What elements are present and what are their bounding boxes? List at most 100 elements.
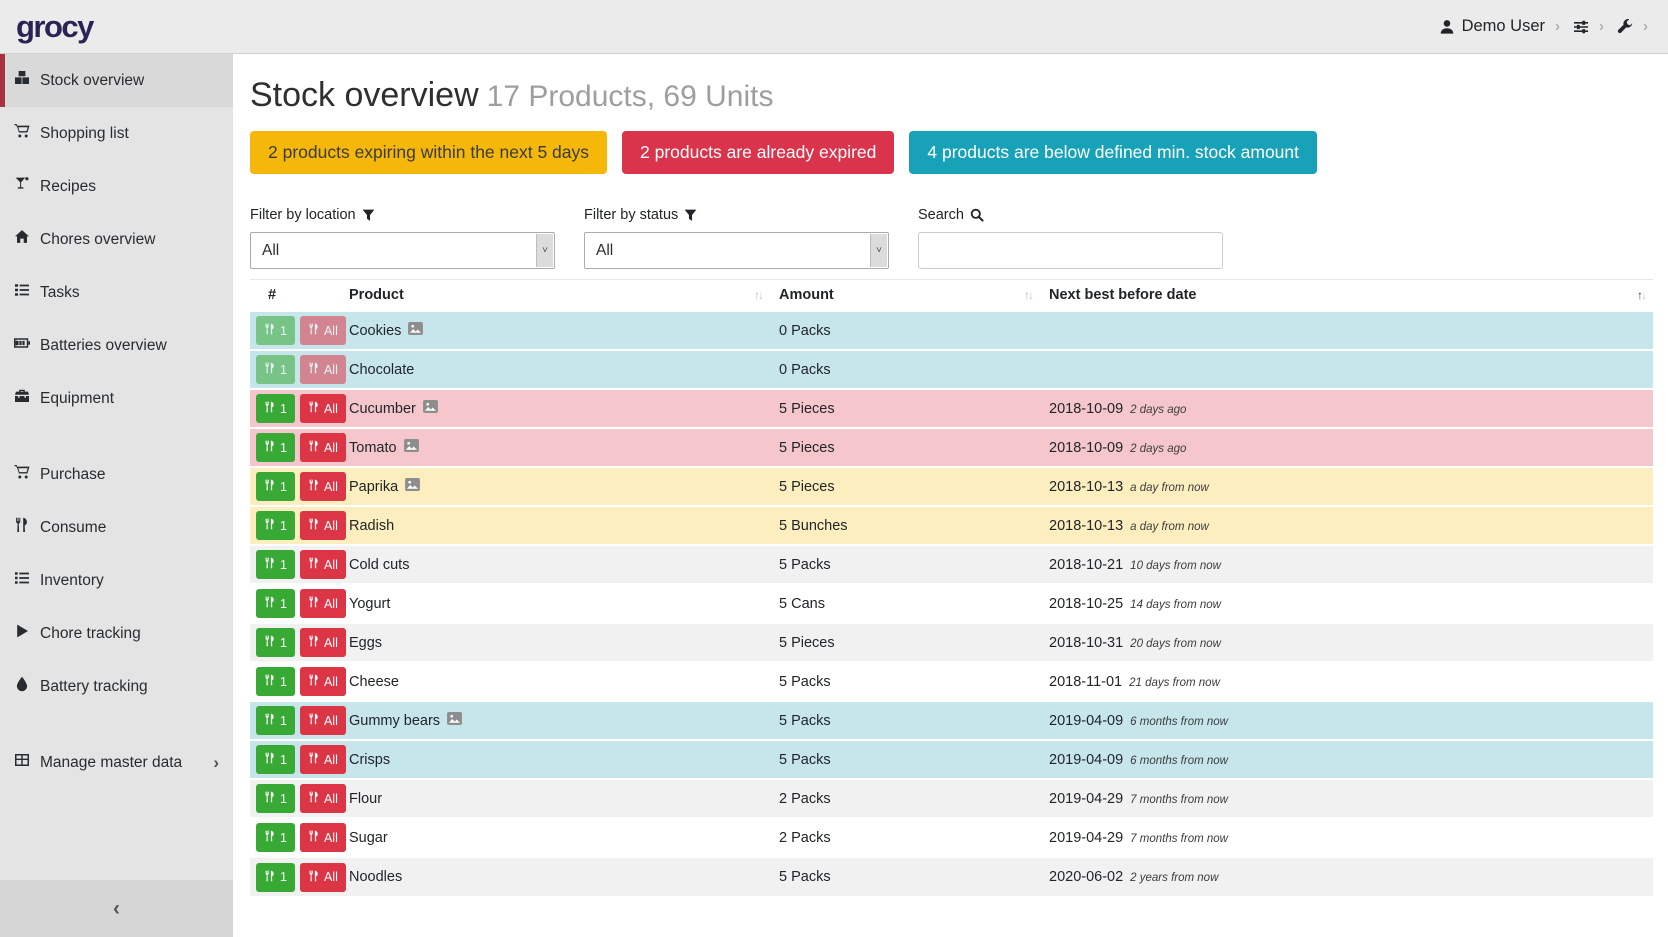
best-before-cell: 2019-04-09 6 months from now — [1040, 701, 1653, 740]
product-name: Cookies — [349, 322, 402, 339]
tint-icon — [14, 676, 30, 697]
consume-all-button[interactable]: All — [299, 667, 346, 696]
consume-all-button[interactable]: All — [299, 745, 346, 774]
consume-all-button[interactable]: All — [299, 472, 346, 501]
consume-one-button[interactable]: 1 — [256, 472, 295, 501]
best-before-cell: 2019-04-29 7 months from now — [1040, 779, 1653, 818]
consume-all-button[interactable]: All — [299, 628, 346, 657]
column-header-next-best-before-date[interactable]: Next best before date ↑↓ — [1040, 279, 1653, 311]
table-row: 1 All Tomato 5 Pieces 2018-10-09 2 days a… — [250, 428, 1653, 467]
sidebar-item-stock-overview[interactable]: Stock overview — [0, 54, 233, 107]
consume-all-button[interactable]: All — [299, 589, 346, 618]
consume-one-button[interactable]: 1 — [256, 667, 295, 696]
chevron-right-icon: › — [1555, 18, 1560, 35]
utensils-icon — [308, 870, 320, 885]
alert-button-danger[interactable]: 2 products are already expired — [622, 131, 895, 174]
location-select[interactable]: All ˅ — [250, 232, 555, 269]
table-row: 1 All Eggs 5 Pieces 2018-10-31 20 days fr… — [250, 623, 1653, 662]
column-header-product[interactable]: Product ↑↓ — [340, 279, 770, 311]
consume-one-button[interactable]: 1 — [256, 862, 295, 892]
sidebar-item-batteries-overview[interactable]: Batteries overview — [0, 319, 233, 372]
picture-icon — [408, 322, 424, 339]
sidebar-item-label: Inventory — [40, 571, 104, 589]
sidebar-item-battery-tracking[interactable]: Battery tracking — [0, 660, 233, 713]
consume-one-button[interactable]: 1 — [256, 628, 295, 657]
sidebar-item-label: Equipment — [40, 389, 115, 407]
consume-all-button[interactable]: All — [299, 511, 346, 540]
best-before-cell — [1040, 350, 1653, 389]
sidebar-collapse-button[interactable]: ‹ — [0, 880, 233, 937]
consume-all-button[interactable]: All — [299, 784, 346, 813]
sidebar-item-consume[interactable]: Consume — [0, 501, 233, 554]
consume-all-button[interactable]: All — [299, 394, 346, 423]
consume-one-button[interactable]: 1 — [256, 316, 295, 345]
user-menu[interactable]: Demo User — [1439, 17, 1545, 36]
best-before-cell: 2018-10-25 14 days from now — [1040, 584, 1653, 623]
consume-one-button[interactable]: 1 — [256, 550, 295, 579]
table-row: 1 All Sugar 2 Packs 2019-04-29 7 months f… — [250, 818, 1653, 857]
sidebar-item-tasks[interactable]: Tasks — [0, 266, 233, 319]
amount-cell: 5 Pieces — [770, 623, 1040, 662]
consume-all-button[interactable]: All — [299, 316, 346, 345]
best-before-relative: 21 days from now — [1129, 676, 1220, 689]
consume-one-button[interactable]: 1 — [256, 706, 295, 735]
amount-cell: 0 Packs — [770, 311, 1040, 350]
search-input[interactable] — [918, 232, 1223, 269]
sidebar-item-inventory[interactable]: Inventory — [0, 554, 233, 607]
amount-cell: 5 Bunches — [770, 506, 1040, 545]
consume-all-button[interactable]: All — [299, 550, 346, 579]
consume-all-button[interactable]: All — [299, 433, 346, 462]
consume-one-button[interactable]: 1 — [256, 394, 295, 423]
best-before-cell: 2020-06-02 2 years from now — [1040, 857, 1653, 896]
sidebar-item-label: Chores overview — [40, 230, 156, 248]
amount-cell: 2 Packs — [779, 829, 831, 846]
utensils-icon — [264, 401, 276, 416]
sidebar-item-chores-overview[interactable]: Chores overview — [0, 213, 233, 266]
consume-one-button[interactable]: 1 — [256, 589, 295, 618]
toolbox-icon — [14, 388, 30, 409]
best-before-cell: 2018-10-21 10 days from now — [1040, 545, 1653, 584]
sort-icon: ↑↓ — [1024, 288, 1034, 302]
best-before-cell: 2018-10-13 a day from now — [1040, 506, 1653, 545]
alert-button-info[interactable]: 4 products are below defined min. stock … — [909, 131, 1317, 174]
consume-all-button[interactable]: All — [299, 706, 346, 735]
consume-all-button[interactable]: All — [299, 862, 346, 892]
grocy-logo[interactable]: grocy — [16, 9, 94, 44]
table-row: 1 All Cheese 5 Packs 2018-11-01 21 days f… — [250, 662, 1653, 701]
column-header-amount[interactable]: Amount ↑↓ — [770, 279, 1040, 311]
sidebar-item-shopping-list[interactable]: Shopping list — [0, 107, 233, 160]
consume-all-button[interactable]: All — [299, 823, 346, 852]
best-before-cell: 2018-11-01 21 days from now — [1040, 662, 1653, 701]
admin-menu[interactable] — [1617, 18, 1633, 35]
amount-cell: 5 Packs — [779, 673, 831, 690]
utensils-icon — [308, 362, 320, 377]
consume-one-button[interactable]: 1 — [256, 433, 295, 462]
product-name: Eggs — [349, 634, 383, 651]
utensils-icon — [264, 791, 276, 806]
status-select[interactable]: All ˅ — [584, 232, 889, 269]
sidebar-item-equipment[interactable]: Equipment — [0, 372, 233, 425]
cart-icon — [14, 123, 30, 144]
play-icon — [14, 623, 30, 644]
sidebar-item-chore-tracking[interactable]: Chore tracking — [0, 607, 233, 660]
best-before-relative: 14 days from now — [1130, 598, 1221, 611]
sidebar-item-purchase[interactable]: Purchase — [0, 448, 233, 501]
consume-all-button[interactable]: All — [299, 355, 346, 384]
utensils-icon — [264, 830, 276, 845]
best-before-date: 2018-10-13 — [1049, 478, 1124, 495]
search-block: Search — [918, 207, 1223, 269]
consume-one-button[interactable]: 1 — [256, 745, 295, 774]
settings-menu[interactable] — [1573, 19, 1589, 35]
consume-one-button[interactable]: 1 — [256, 511, 295, 540]
picture-icon — [422, 400, 438, 417]
utensils-icon — [308, 323, 320, 338]
sidebar-item-recipes[interactable]: Recipes — [0, 160, 233, 213]
consume-one-button[interactable]: 1 — [256, 784, 295, 813]
consume-one-button[interactable]: 1 — [256, 355, 295, 384]
sidebar-item-manage-master-data[interactable]: Manage master data › — [0, 736, 233, 789]
alert-button-warning[interactable]: 2 products expiring within the next 5 da… — [250, 131, 608, 174]
filter-location-block: Filter by location All ˅ — [250, 207, 555, 269]
amount-cell: 5 Pieces — [770, 467, 1040, 506]
best-before-date: 2018-10-21 — [1049, 556, 1124, 573]
consume-one-button[interactable]: 1 — [256, 823, 295, 852]
